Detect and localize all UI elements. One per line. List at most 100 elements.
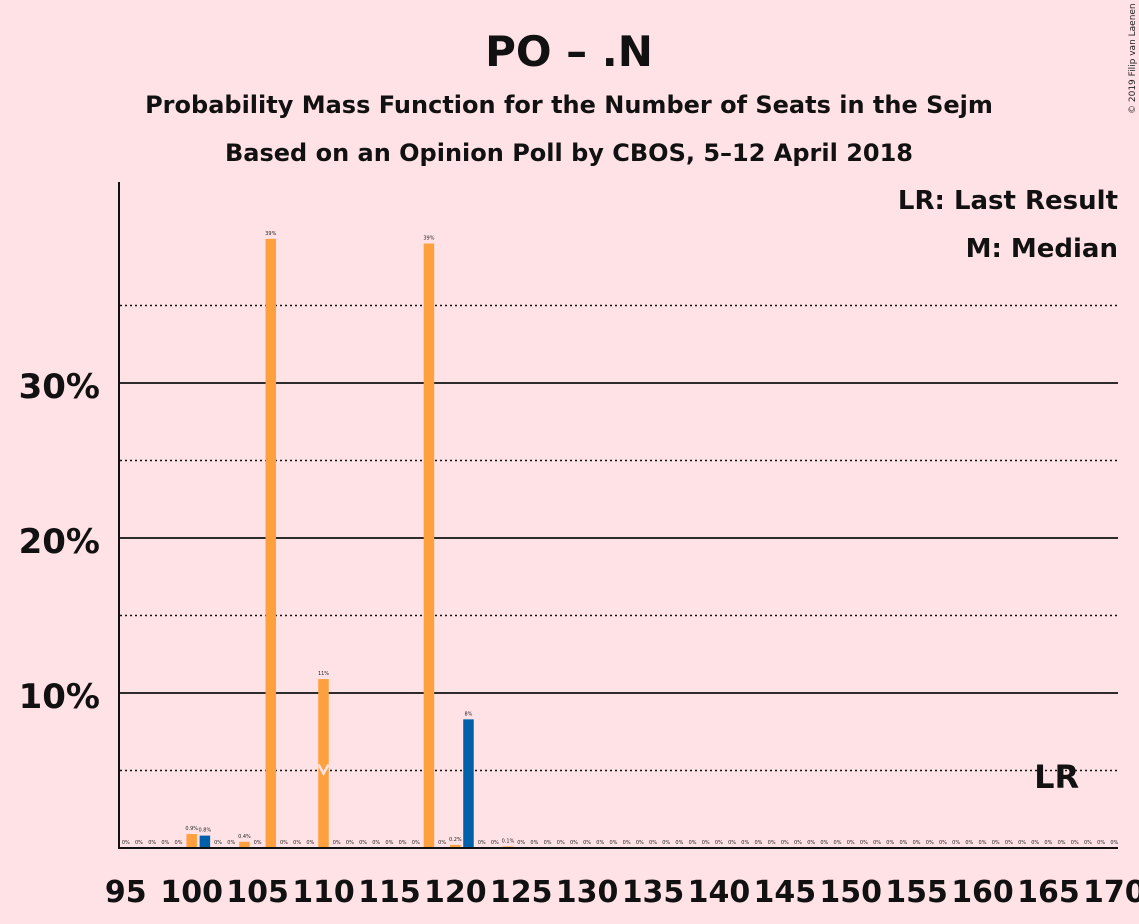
bar-value-label: 0% xyxy=(333,840,341,846)
bar xyxy=(239,841,250,848)
bar-value-label: 0% xyxy=(649,840,657,846)
bar-value-label: 0% xyxy=(478,840,486,846)
bar-value-label: 0% xyxy=(412,840,420,846)
bar-value-label: 11% xyxy=(318,671,329,677)
bar-value-label: 0.1% xyxy=(502,838,515,844)
bar-value-label: 0% xyxy=(596,840,604,846)
x-tick-label: 130 xyxy=(556,875,619,910)
x-tick-label: 125 xyxy=(490,875,553,910)
bar xyxy=(265,238,277,849)
bars: 0% 0% 0% 0% 0% 0.9% 0.8% 0% 0% 0.4% 0% 39% 0% 0% 0% 11%… xyxy=(122,231,1119,849)
bar-value-label: 0% xyxy=(359,840,367,846)
bar-value-label: 0% xyxy=(1005,840,1013,846)
bar-value-label: 0% xyxy=(899,840,907,846)
bar-value-label: 0% xyxy=(491,840,499,846)
bar-value-label: 0% xyxy=(913,840,921,846)
chart-subtitle: Probability Mass Function for the Number… xyxy=(145,91,993,119)
bar-value-label: 0% xyxy=(372,840,380,846)
median-marker xyxy=(317,763,330,777)
bar-value-label: 0% xyxy=(122,840,130,846)
x-tick-label: 100 xyxy=(160,875,223,910)
bar-value-label: 0% xyxy=(952,840,960,846)
x-tick-label: 135 xyxy=(622,875,685,910)
copyright-text: © 2019 Filip van Laenen xyxy=(1128,3,1138,114)
bar xyxy=(463,719,474,848)
bar-value-label: 39% xyxy=(423,236,434,242)
bar-value-label: 0% xyxy=(293,840,301,846)
bar-value-label: 0% xyxy=(926,840,934,846)
bar-value-label: 8% xyxy=(465,711,473,717)
bar-value-label: 0% xyxy=(992,840,1000,846)
bar-value-label: 0% xyxy=(834,840,842,846)
bar-value-label: 0% xyxy=(557,840,565,846)
x-axis-ticks: 95 100 105 110 115 120 125 130 135 140 145 150 155 16… xyxy=(105,875,1139,910)
bar-value-label: 0% xyxy=(820,840,828,846)
bar-value-label: 0% xyxy=(385,840,393,846)
bar-value-label: 0% xyxy=(847,840,855,846)
bar xyxy=(199,835,211,848)
bar-value-label: 0% xyxy=(623,840,631,846)
bar-value-label: 0% xyxy=(609,840,617,846)
bar-value-label: 0% xyxy=(1097,840,1105,846)
bar-value-label: 0% xyxy=(148,840,156,846)
bar-value-label: 0% xyxy=(1018,840,1026,846)
bar-value-label: 0% xyxy=(570,840,578,846)
x-tick-label: 105 xyxy=(226,875,289,910)
bar-value-label: 0% xyxy=(1044,840,1052,846)
x-tick-label: 120 xyxy=(424,875,487,910)
last-result-marker: LR xyxy=(1034,758,1079,796)
bar xyxy=(186,834,197,848)
bar-value-label: 0% xyxy=(702,840,710,846)
bar-value-label: 0% xyxy=(530,840,538,846)
bar xyxy=(423,243,435,848)
bar-value-label: 0% xyxy=(399,840,407,846)
x-tick-label: 155 xyxy=(885,875,948,910)
bar-value-label: 0% xyxy=(794,840,802,846)
bar-value-label: 0% xyxy=(254,840,262,846)
bar-value-label: 0.4% xyxy=(238,834,251,840)
bar-value-label: 0% xyxy=(662,840,670,846)
grid-lines xyxy=(120,304,1118,772)
bar-value-label: 0% xyxy=(161,840,169,846)
bar-value-label: 39% xyxy=(265,231,276,237)
bar-value-label: 0% xyxy=(1071,840,1079,846)
bar-value-label: 0% xyxy=(175,840,183,846)
y-axis-ticks: 10% 20% 30% xyxy=(19,367,100,717)
bar-value-label: 0% xyxy=(636,840,644,846)
bar-value-label: 0% xyxy=(741,840,749,846)
x-tick-label: 115 xyxy=(358,875,421,910)
bar-value-label: 0% xyxy=(1110,840,1118,846)
bar-value-label: 0% xyxy=(1084,840,1092,846)
y-tick-label: 10% xyxy=(19,677,100,717)
y-tick-label: 30% xyxy=(19,367,100,407)
bar-value-label: 0% xyxy=(544,840,552,846)
bar-value-label: 0% xyxy=(346,840,354,846)
bar-value-label: 0% xyxy=(675,840,683,846)
bar-value-label: 0% xyxy=(807,840,815,846)
bar-value-label: 0% xyxy=(438,840,446,846)
x-tick-label: 150 xyxy=(819,875,882,910)
bar-value-label: 0% xyxy=(728,840,736,846)
bar-value-label: 0.2% xyxy=(449,837,462,843)
x-tick-label: 170 xyxy=(1083,875,1139,910)
chart-subtitle-2: Based on an Opinion Poll by CBOS, 5–12 A… xyxy=(225,139,913,167)
bar-value-label: 0% xyxy=(939,840,947,846)
bar-value-label: 0% xyxy=(306,840,314,846)
legend-median: M: Median xyxy=(966,234,1118,264)
bar-value-label: 0% xyxy=(768,840,776,846)
y-tick-label: 20% xyxy=(19,522,100,562)
bar xyxy=(318,679,329,848)
x-tick-label: 110 xyxy=(292,875,355,910)
x-tick-label: 140 xyxy=(688,875,751,910)
bar-value-label: 0% xyxy=(214,840,222,846)
bar-value-label: 0% xyxy=(227,840,235,846)
bar-value-label: 0% xyxy=(280,840,288,846)
bar-value-label: 0% xyxy=(1058,840,1066,846)
bar-value-label: 0% xyxy=(715,840,723,846)
bar-value-label: 0% xyxy=(754,840,762,846)
bar-value-label: 0.9% xyxy=(185,826,198,832)
bar-value-label: 0.8% xyxy=(199,828,212,834)
bar-value-label: 0% xyxy=(583,840,591,846)
bar-value-label: 0% xyxy=(979,840,987,846)
